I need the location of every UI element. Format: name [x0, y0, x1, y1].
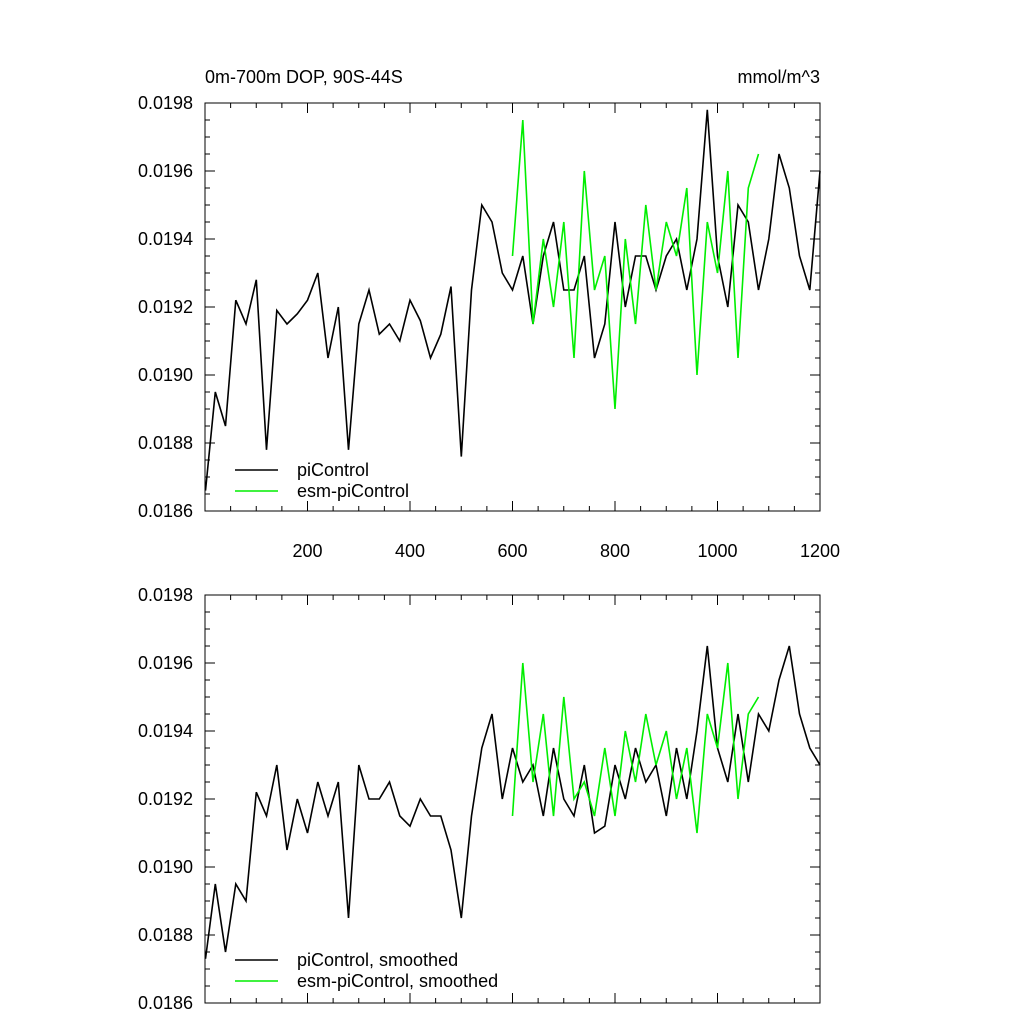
- y-tick-label: 0.0198: [138, 93, 193, 113]
- y-tick-label: 0.0192: [138, 297, 193, 317]
- y-tick-label: 0.0192: [138, 789, 193, 809]
- series-line: [204, 109, 821, 491]
- x-tick-label: 600: [497, 541, 527, 561]
- y-tick-label: 0.0188: [138, 925, 193, 945]
- y-tick-label: 0.0190: [138, 365, 193, 385]
- y-tick-label: 0.0186: [138, 501, 193, 521]
- y-tick-label: 0.0186: [138, 993, 193, 1013]
- units-label: mmol/m^3: [738, 67, 820, 87]
- legend-label: piControl, smoothed: [297, 950, 458, 970]
- legend-label: piControl: [297, 460, 369, 480]
- y-tick-label: 0.0188: [138, 433, 193, 453]
- x-tick-label: 1000: [697, 541, 737, 561]
- legend-label: esm-piControl: [297, 481, 409, 501]
- y-tick-label: 0.0196: [138, 653, 193, 673]
- x-tick-label: 1200: [800, 541, 840, 561]
- x-tick-label: 400: [395, 541, 425, 561]
- y-tick-label: 0.0194: [138, 229, 193, 249]
- chart-title: 0m-700m DOP, 90S-44S: [205, 67, 403, 87]
- x-tick-label: 800: [600, 541, 630, 561]
- series-line: [511, 662, 760, 834]
- y-tick-label: 0.0198: [138, 585, 193, 605]
- y-tick-label: 0.0194: [138, 721, 193, 741]
- legend-label: esm-piControl, smoothed: [297, 971, 498, 991]
- y-tick-label: 0.0196: [138, 161, 193, 181]
- x-tick-label: 200: [292, 541, 322, 561]
- series-line: [511, 119, 760, 410]
- y-tick-label: 0.0190: [138, 857, 193, 877]
